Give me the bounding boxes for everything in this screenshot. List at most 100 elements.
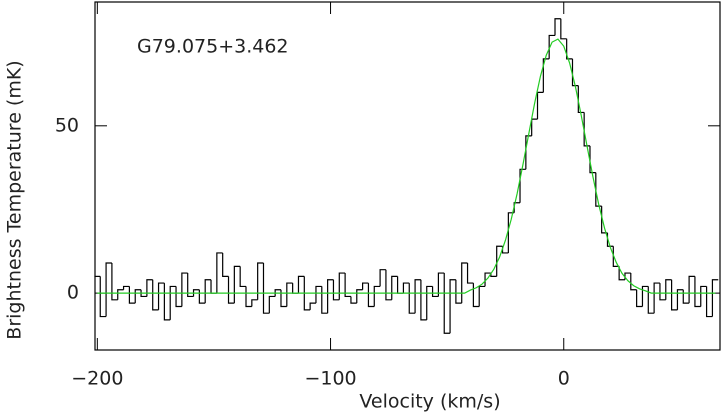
y-axis-label: Brightness Temperature (mK) — [4, 60, 26, 339]
spectrum-step — [402, 282, 410, 294]
spectrum-step — [659, 283, 666, 301]
spectrum-step — [536, 91, 544, 120]
spectrum-step — [257, 262, 264, 300]
x-tick-label: −100 — [304, 368, 356, 390]
spectrum-step — [671, 279, 678, 311]
spectrum-step — [274, 289, 281, 297]
spectrum-step — [577, 85, 585, 114]
annotation: G79.075+3.462 — [137, 36, 289, 58]
spectrum-step — [292, 283, 299, 294]
spectrum-step — [618, 266, 625, 281]
spectrum-step — [560, 18, 567, 40]
spectrum-step — [641, 285, 649, 307]
spectrum-step — [449, 279, 456, 334]
spectrum-step — [122, 285, 130, 290]
spectrum-step — [688, 275, 695, 304]
spectrum-step — [612, 246, 620, 267]
spectrum-step — [665, 279, 672, 300]
spectrum-step — [647, 286, 655, 314]
spectrum-step — [356, 289, 363, 304]
spectrum-step — [309, 302, 316, 310]
spectrum-step — [519, 168, 526, 203]
spectrum-step — [350, 296, 357, 304]
spectrum-step — [210, 279, 217, 294]
spectrum-step — [700, 285, 707, 307]
spectrum-step — [653, 282, 660, 314]
spectrum-step — [466, 263, 474, 284]
spectrum-step — [396, 276, 404, 294]
spectrum-step — [531, 118, 538, 136]
spectrum-step — [146, 279, 153, 297]
spectrum-step — [315, 285, 322, 304]
spectrum-step — [169, 285, 177, 320]
spectrum-step — [233, 265, 241, 304]
spectrum-step — [344, 273, 351, 298]
spectrum-step — [636, 289, 643, 308]
x-tick-label: 0 — [558, 368, 570, 390]
spectrum-step — [187, 273, 194, 298]
spectrum-step — [216, 252, 223, 294]
spectrum-step — [181, 272, 188, 307]
spectrum-step — [426, 285, 433, 320]
spectrum-step — [239, 266, 247, 288]
spectrum-step — [297, 275, 305, 294]
x-axis-label: Velocity (km/s) — [359, 391, 500, 413]
spectrum-step — [437, 272, 445, 297]
y-tick-label: 0 — [67, 282, 79, 304]
spectrum-step — [566, 38, 573, 60]
spectrum-step — [484, 272, 491, 287]
spectrum-step — [472, 283, 480, 308]
spectrum-step — [303, 276, 311, 311]
spectrum-step — [321, 286, 328, 314]
spectrum-step — [385, 269, 392, 301]
spectrum-step — [420, 279, 427, 321]
spectrum-step — [461, 262, 468, 304]
spectrum-step — [455, 279, 462, 304]
spectrum-step — [676, 289, 684, 310]
spectrum-step — [111, 263, 118, 301]
spectrum-step — [128, 286, 136, 304]
spectrum-step — [99, 276, 107, 318]
spectrum-step — [431, 286, 439, 298]
spectrum-step — [338, 272, 346, 300]
spectrum-step — [367, 283, 375, 308]
spectrum-step — [373, 285, 381, 307]
spectrum-step — [105, 262, 112, 317]
plot-frame — [94, 1, 721, 351]
spectrum-step — [175, 286, 182, 308]
spectrum-step — [327, 279, 334, 314]
spectrum-step — [227, 276, 235, 304]
spectrum-step — [490, 273, 497, 277]
spectrum-step — [379, 269, 386, 287]
spectrum-step — [496, 245, 503, 277]
spectrum-step — [134, 289, 142, 304]
spectrum-step — [222, 252, 229, 277]
spectrum-step — [589, 145, 596, 174]
spectrum-step — [630, 273, 637, 291]
spectrum-step — [152, 279, 159, 311]
spectrum-step — [117, 289, 124, 300]
spectrum-step — [705, 286, 713, 318]
spectrum-step — [542, 58, 550, 93]
spectrum-step — [157, 282, 165, 310]
spectrum-step — [682, 289, 690, 304]
spectrum-step — [140, 289, 147, 298]
spectrum-step — [571, 58, 579, 87]
spectrum-step — [711, 279, 719, 317]
spectrum-step — [478, 285, 486, 307]
fit-line — [97, 38, 716, 294]
x-tick-label: −200 — [71, 368, 123, 390]
spectrum-step — [192, 289, 200, 297]
spectrum-step — [694, 276, 701, 308]
spectrum-step — [525, 135, 532, 170]
spectrum-step — [583, 112, 590, 147]
spectrum-step — [204, 279, 212, 304]
spectrum-step — [362, 282, 369, 290]
spectrum-step — [245, 286, 252, 308]
spectrum-step — [332, 279, 340, 301]
spectrum-step — [198, 289, 206, 304]
spectrum-step — [268, 295, 276, 314]
spectrum-step — [414, 279, 421, 314]
spectrum-step — [391, 275, 398, 300]
